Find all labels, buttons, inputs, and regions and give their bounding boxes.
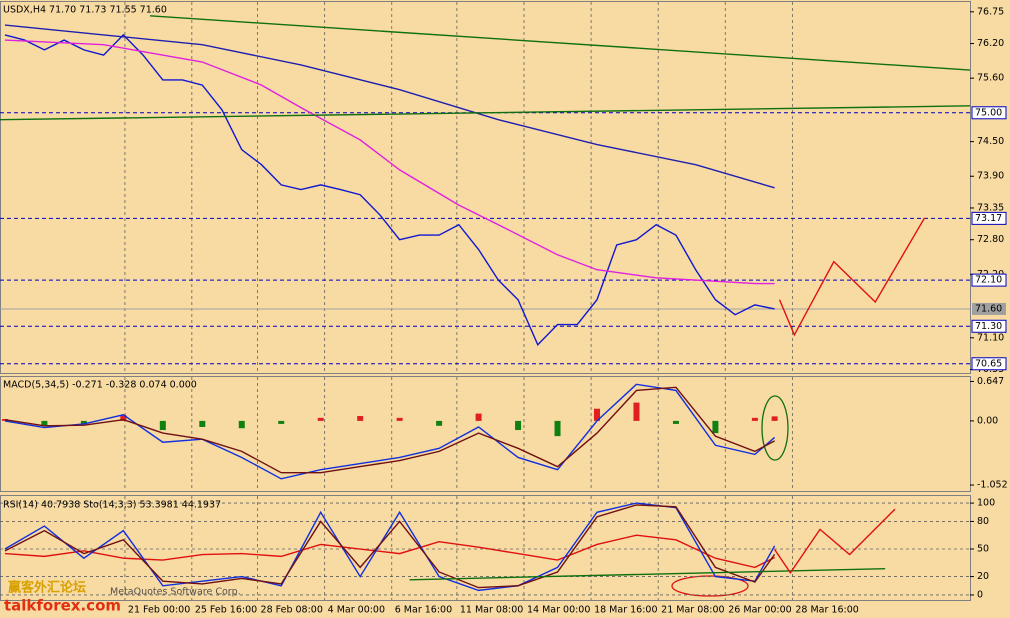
level-label: 70.65 bbox=[975, 358, 1002, 369]
y-tick-label: 74.50 bbox=[977, 136, 1004, 147]
x-tick-label: 6 Mar 16:00 bbox=[395, 605, 452, 616]
highlight-ellipse bbox=[761, 395, 789, 461]
y-tick-label: 76.20 bbox=[977, 38, 1004, 49]
y-tick-label: 100 bbox=[977, 498, 995, 509]
level-label: 72.10 bbox=[975, 275, 1002, 286]
level-label: 71.30 bbox=[975, 321, 1002, 332]
x-tick-label: 21 Feb 00:00 bbox=[128, 605, 190, 616]
y-tick-label: 71.10 bbox=[977, 332, 1004, 343]
level-box bbox=[971, 357, 1007, 371]
histogram-bar bbox=[475, 413, 482, 421]
x-tick-label: 25 Feb 16:00 bbox=[195, 605, 257, 616]
panel-title: RSI(14) 40.7938 Sto(14,3,3) 53.3981 44.1… bbox=[3, 500, 221, 511]
histogram-bar bbox=[199, 420, 206, 427]
series-line bbox=[0, 105, 971, 121]
y-tick-label: 76.75 bbox=[977, 6, 1004, 17]
y-tick-label: 73.90 bbox=[977, 171, 1004, 182]
highlight-ellipse bbox=[671, 575, 749, 597]
watermark-copyright: MetaQuotes Software Corp. bbox=[110, 587, 241, 598]
x-tick-label: 4 Mar 00:00 bbox=[328, 605, 385, 616]
histogram-bar bbox=[41, 420, 48, 426]
histogram-bar bbox=[554, 420, 561, 437]
price-panel bbox=[0, 1, 971, 374]
y-tick-label: 20 bbox=[977, 571, 989, 582]
histogram-bar bbox=[238, 420, 245, 429]
histogram-bar bbox=[317, 417, 324, 421]
panel-title: MACD(5,34,5) -0.271 -0.328 0.074 0.000 bbox=[3, 380, 197, 391]
histogram-bar bbox=[357, 416, 364, 421]
histogram-bar bbox=[436, 420, 443, 426]
series-line bbox=[149, 15, 971, 71]
x-tick-label: 28 Feb 08:00 bbox=[261, 605, 323, 616]
x-tick-label: 26 Mar 00:00 bbox=[728, 605, 791, 616]
y-tick-label: -1.052 bbox=[977, 480, 1008, 491]
last-price-label: 71.60 bbox=[975, 303, 1002, 314]
series-line bbox=[774, 508, 896, 574]
x-tick-label: 21 Mar 08:00 bbox=[661, 605, 724, 616]
x-tick-label: 14 Mar 00:00 bbox=[527, 605, 590, 616]
histogram-bar bbox=[120, 414, 127, 421]
y-tick-label: 73.35 bbox=[977, 202, 1004, 213]
last-price-box bbox=[972, 302, 1006, 315]
histogram-bar bbox=[633, 402, 640, 421]
y-tick-label: 72.80 bbox=[977, 234, 1004, 245]
series-line bbox=[4, 24, 775, 189]
histogram-bar bbox=[771, 416, 778, 421]
y-tick-label: 75.60 bbox=[977, 73, 1004, 84]
y-tick-label: 0.647 bbox=[977, 376, 1004, 387]
series-line bbox=[4, 39, 775, 285]
panel-title: USDX,H4 71.70 71.73 71.55 71.60 bbox=[3, 5, 167, 16]
level-label: 75.00 bbox=[975, 107, 1002, 118]
series-line bbox=[4, 386, 775, 474]
series-line bbox=[409, 567, 886, 581]
histogram-bar bbox=[712, 420, 719, 434]
level-box bbox=[971, 319, 1007, 333]
series-line bbox=[4, 534, 775, 569]
y-tick-label: 0.00 bbox=[977, 415, 998, 426]
histogram-bar bbox=[80, 420, 87, 424]
y-tick-label: 80 bbox=[977, 516, 989, 527]
y-tick-label: 0 bbox=[977, 589, 983, 600]
histogram-bar bbox=[396, 417, 403, 421]
watermark-forum: 赢客外汇论坛 bbox=[8, 580, 86, 596]
watermark-site: talkforex.com bbox=[4, 597, 121, 615]
histogram-bar bbox=[672, 420, 679, 424]
x-tick-label: 11 Mar 08:00 bbox=[460, 605, 523, 616]
histogram-bar bbox=[159, 420, 166, 431]
level-label: 73.17 bbox=[975, 213, 1002, 224]
histogram-bar bbox=[593, 408, 600, 421]
level-box bbox=[971, 211, 1007, 225]
level-box bbox=[971, 273, 1007, 287]
histogram-bar bbox=[278, 420, 285, 424]
level-box bbox=[971, 106, 1007, 120]
macd-panel bbox=[0, 376, 971, 492]
series-line bbox=[778, 217, 926, 337]
series-line bbox=[4, 33, 775, 346]
histogram-bar bbox=[515, 420, 522, 431]
x-tick-label: 28 Mar 16:00 bbox=[795, 605, 858, 616]
histogram-bar bbox=[751, 417, 758, 421]
y-tick-label: 50 bbox=[977, 544, 989, 555]
series-line bbox=[4, 504, 776, 589]
x-tick-label: 18 Mar 16:00 bbox=[594, 605, 657, 616]
rsi-panel bbox=[0, 495, 971, 601]
